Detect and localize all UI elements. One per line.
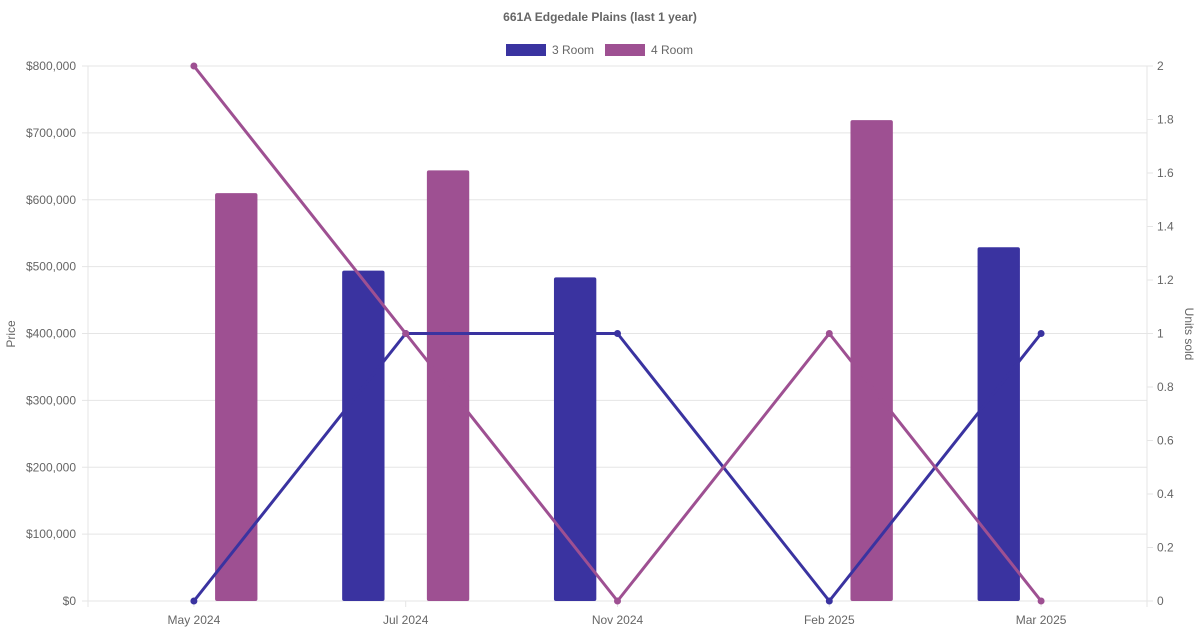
y-left-tick-label: $600,000 — [26, 193, 76, 207]
x-tick-label: Nov 2024 — [592, 613, 644, 627]
y-left-tick-label: $700,000 — [26, 126, 76, 140]
y-left-tick-label: $500,000 — [26, 260, 76, 274]
bar-4-room-feb-2025 — [850, 120, 893, 601]
legend-label-4-room: 4 Room — [651, 43, 693, 57]
y-left-tick-label: $300,000 — [26, 393, 76, 407]
y-right-tick-label: 1.2 — [1157, 273, 1174, 287]
x-tick-label: Mar 2025 — [1016, 613, 1067, 627]
legend-item-3-room[interactable]: 3 Room — [506, 43, 594, 57]
point-4-room-feb-2025 — [825, 330, 833, 337]
y-left-tick-label: $0 — [63, 594, 77, 608]
point-4-room-jul-2024 — [402, 330, 410, 337]
y-axis-right-title: Units sold — [1182, 308, 1196, 361]
point-4-room-nov-2024 — [614, 597, 621, 605]
bar-3-room-mar-2025 — [977, 247, 1020, 601]
y-axis-left-title: Price — [4, 320, 18, 348]
y-left-tick-label: $100,000 — [26, 527, 76, 541]
x-tick-label: Jul 2024 — [383, 613, 429, 627]
units-lines — [190, 62, 1045, 605]
bar-3-room-jul-2024 — [342, 270, 385, 601]
y-right-tick-label: 1.4 — [1157, 220, 1174, 234]
y-right-tick-label: 0.2 — [1157, 541, 1174, 555]
legend-swatch-3-room — [506, 44, 546, 56]
bar-3-room-nov-2024 — [553, 277, 597, 601]
point-4-room-may-2024 — [190, 62, 198, 70]
point-3-room-mar-2025 — [1037, 330, 1045, 337]
bar-4-room-may-2024 — [215, 193, 258, 601]
chart-title: 661A Edgedale Plains (last 1 year) — [503, 10, 697, 24]
y-axis-right-ticks: 0 0.2 0.4 0.6 0.8 1 1.2 1.4 1.6 1.8 2 — [1157, 59, 1174, 608]
point-3-room-feb-2025 — [825, 597, 833, 605]
x-axis-ticks: May 2024 Jul 2024 Nov 2024 Feb 2025 Mar 2025 — [168, 613, 1067, 627]
point-3-room-may-2024 — [190, 597, 198, 605]
y-right-tick-label: 1.6 — [1157, 166, 1174, 180]
y-left-tick-label: $800,000 — [26, 59, 76, 73]
legend-swatch-4-room — [605, 44, 645, 56]
y-right-tick-label: 2 — [1157, 59, 1164, 73]
y-right-tick-label: 1 — [1157, 327, 1164, 341]
point-4-room-mar-2025 — [1037, 597, 1045, 605]
legend-item-4-room[interactable]: 4 Room — [605, 43, 693, 57]
legend: 3 Room 4 Room — [506, 43, 693, 57]
y-right-tick-label: 0.4 — [1157, 487, 1174, 501]
y-left-tick-label: $400,000 — [26, 327, 76, 341]
point-3-room-nov-2024 — [614, 330, 621, 337]
y-left-tick-label: $200,000 — [26, 460, 76, 474]
legend-label-3-room: 3 Room — [552, 43, 594, 57]
y-right-tick-label: 0.6 — [1157, 434, 1174, 448]
y-axis-left-ticks: $0 $100,000 $200,000 $300,000 $400,000 $500,0… — [26, 59, 76, 608]
x-tick-label: May 2024 — [168, 613, 221, 627]
x-tick-label: Feb 2025 — [804, 613, 855, 627]
y-right-tick-label: 0.8 — [1157, 380, 1174, 394]
y-right-tick-label: 1.8 — [1157, 113, 1174, 127]
y-right-tick-label: 0 — [1157, 594, 1164, 608]
price-bars — [215, 120, 1020, 601]
